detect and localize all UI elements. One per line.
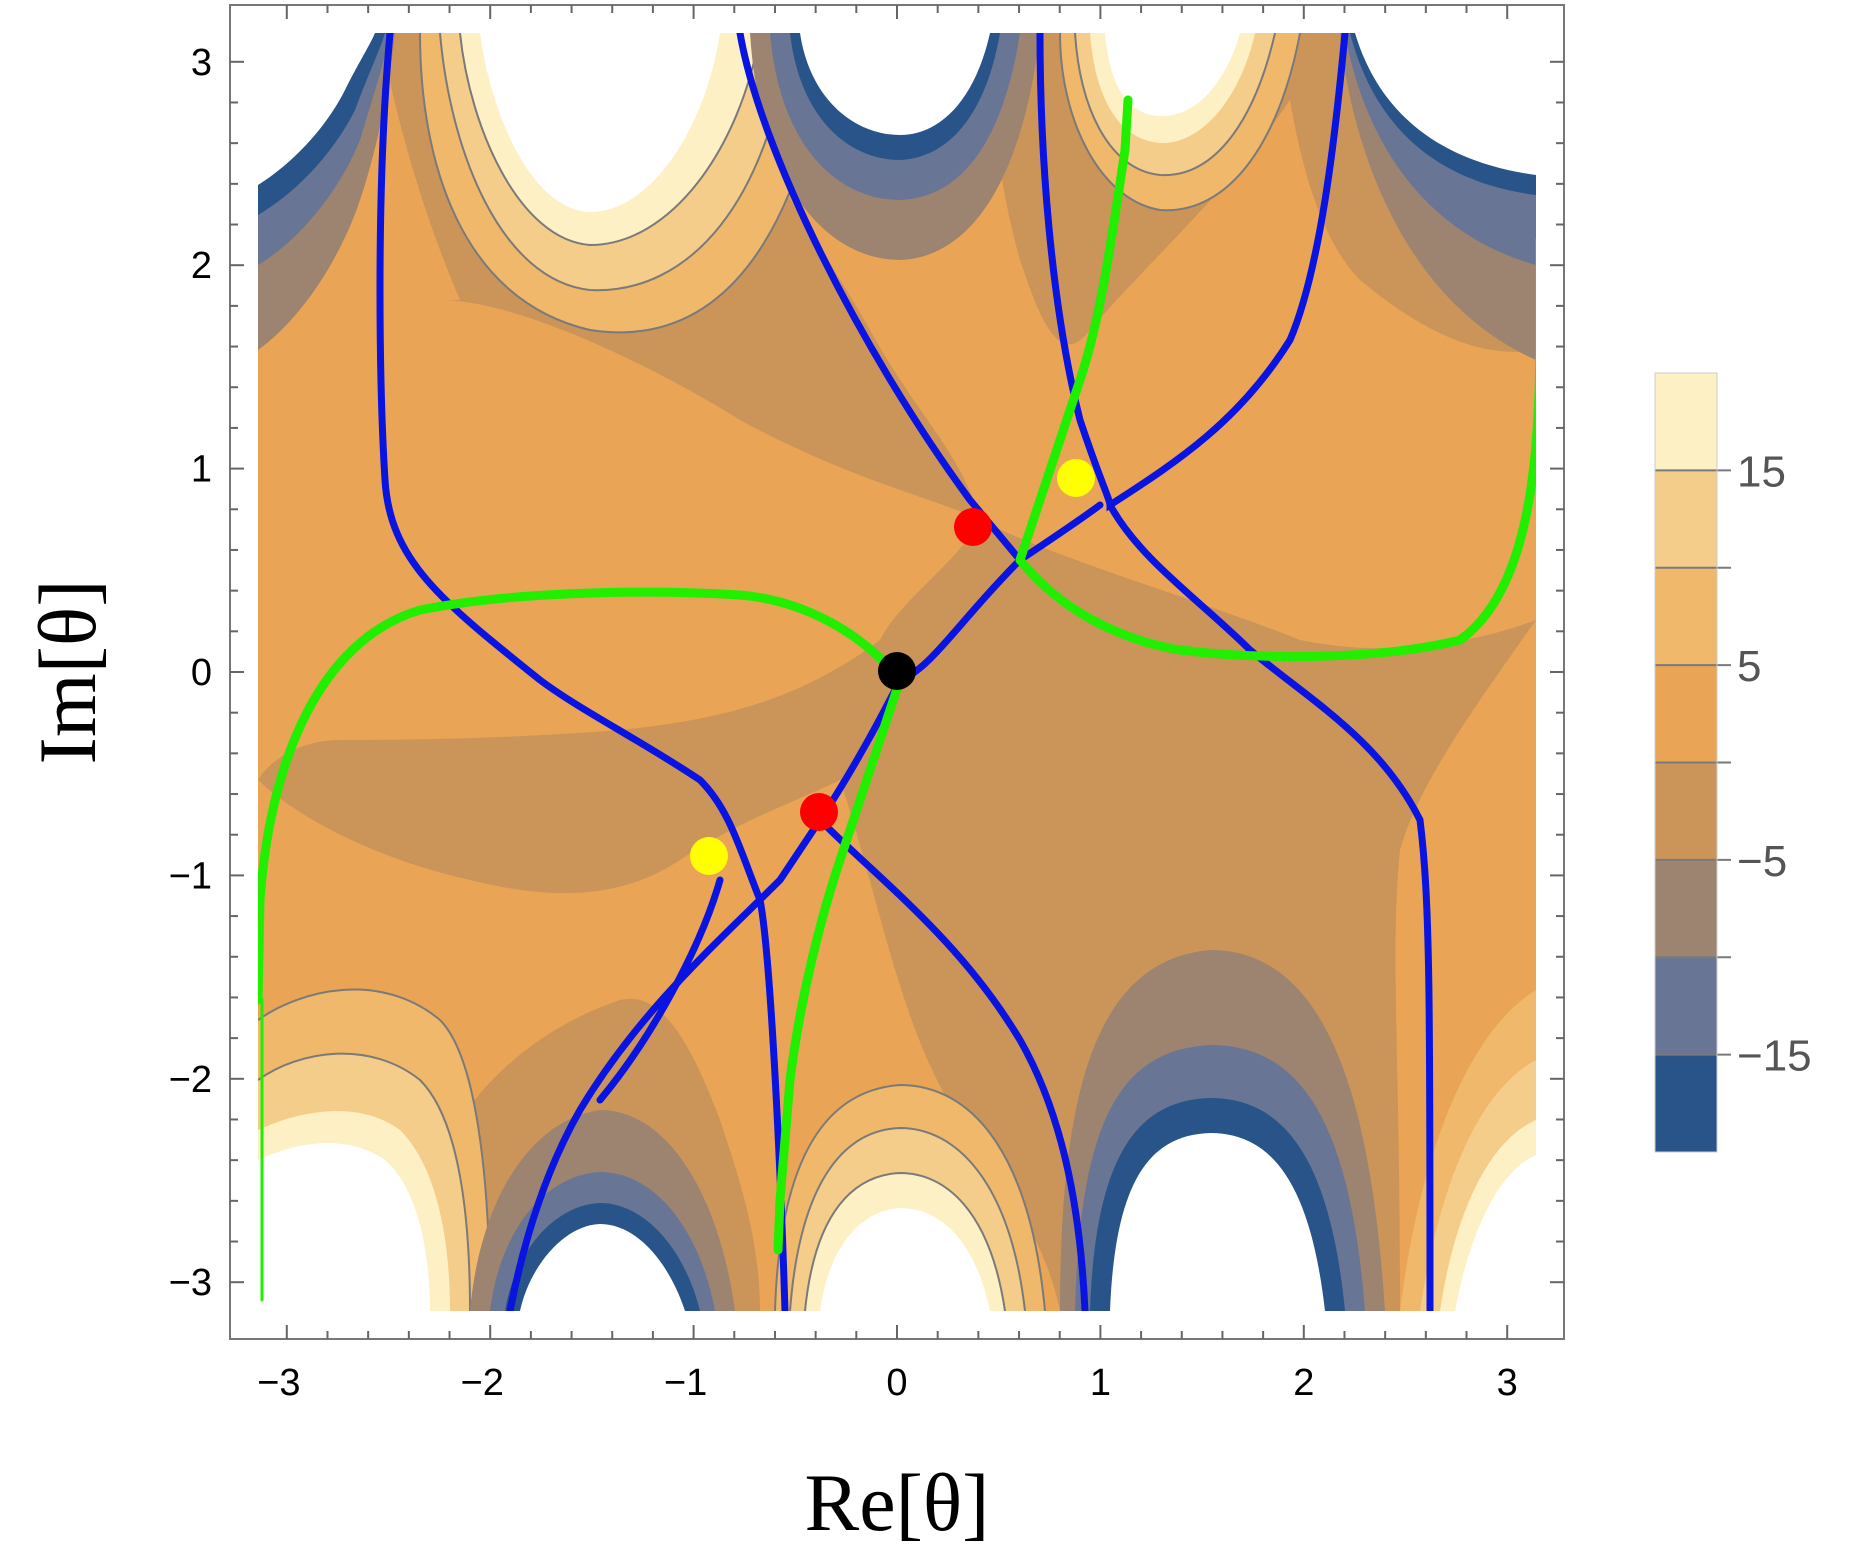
y-tick-label: −2: [169, 1059, 212, 1101]
blue-curves: [376, 33, 1434, 1311]
point-yellow-upper: [1057, 459, 1095, 497]
colorbar-frame: [1654, 372, 1718, 1153]
y-tick-label: −3: [169, 1262, 212, 1304]
y-tick-label: 3: [191, 42, 212, 84]
point-red-upper: [954, 508, 992, 546]
blue-curve-center: [506, 33, 1025, 1311]
bottom-right-pit: [1400, 990, 1536, 1311]
x-tick-label: −3: [257, 1362, 300, 1404]
y-tick-label: 2: [191, 245, 212, 287]
x-tick-label: 2: [1293, 1362, 1314, 1404]
colorbar-band: [1655, 470, 1717, 568]
x-tick-label: −1: [664, 1362, 707, 1404]
x-axis-title: Re[θ]: [805, 1457, 990, 1548]
top-left-dark-pit: [258, 33, 395, 350]
top-left-pit: [419, 33, 831, 334]
y-tick-labels: −3 −2 −1 0 1 2 3: [169, 42, 212, 1304]
blue-curve-left: [376, 33, 789, 1311]
colorbar-band: [1655, 859, 1717, 958]
green-curve-upper-loop: [1015, 237, 1536, 662]
blue-curve-center-ne: [1016, 501, 1104, 564]
y-tick-label: 0: [191, 652, 212, 694]
x-tick-labels: −3 −2 −1 0 1 2 3: [257, 1362, 1518, 1404]
colorbar-band: [1655, 567, 1717, 666]
blue-curve-lower-mid: [816, 816, 1089, 1311]
axis-ticks: [230, 5, 1564, 1339]
x-tick-label: 0: [886, 1362, 907, 1404]
colorbar-label: 5: [1737, 642, 1761, 691]
y-tick-label: −1: [169, 855, 212, 897]
colorbar-band: [1655, 762, 1717, 860]
colorbar-label: −15: [1737, 1032, 1812, 1081]
colorbar-label: −5: [1737, 837, 1787, 886]
x-tick-label: −2: [461, 1362, 504, 1404]
point-yellow-lower: [690, 837, 728, 875]
x-tick-label: 1: [1090, 1362, 1111, 1404]
x-tick-label: 3: [1497, 1362, 1518, 1404]
blue-curve-right: [1106, 501, 1434, 1311]
top-mid-dark-pit: [750, 33, 1040, 260]
point-black: [878, 652, 916, 690]
colorbar-band: [1655, 1054, 1717, 1152]
point-red-lower: [800, 793, 838, 831]
green-curve-lower-loop: [258, 587, 905, 1005]
green-curves: [258, 95, 1536, 1302]
contour-band-light-left: [258, 300, 980, 780]
bottom-mid-pit: [774, 1083, 1046, 1311]
green-curve-upper-main: [1015, 95, 1133, 565]
blue-curve-lower-left: [596, 876, 724, 1104]
plot-area: [258, 33, 1536, 1311]
blue-curve-upper-right: [1036, 33, 1349, 512]
colorbar-band: [1655, 665, 1717, 763]
colorbar: 15 5 −5 −15: [1654, 372, 1812, 1153]
bottom-left-pit: [258, 988, 491, 1311]
colorbar-band: [1655, 957, 1717, 1055]
bottom-mid-left-dark-pit: [470, 1110, 735, 1311]
colorbar-band: [1655, 373, 1717, 471]
bottom-right-dark-pit: [1060, 950, 1385, 1311]
y-axis-title: Im[θ]: [22, 580, 113, 765]
top-right-dark-pit: [1340, 33, 1536, 360]
green-curve-lower-main: [773, 675, 905, 1255]
colorbar-label: 15: [1737, 447, 1786, 496]
y-tick-label: 1: [191, 449, 212, 491]
